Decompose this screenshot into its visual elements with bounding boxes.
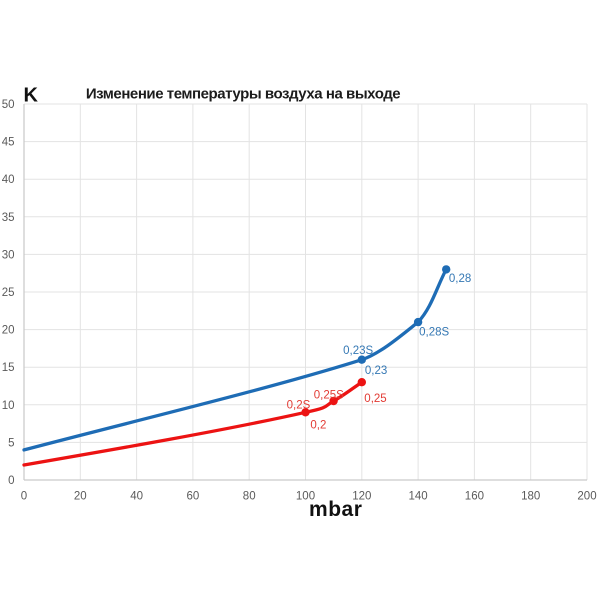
svg-text:K: K [24, 84, 39, 106]
svg-text:0,28S: 0,28S [419, 326, 449, 338]
svg-text:5: 5 [8, 437, 14, 449]
svg-text:15: 15 [2, 362, 15, 374]
svg-text:0,25: 0,25 [364, 393, 386, 405]
svg-text:10: 10 [2, 400, 15, 412]
svg-text:60: 60 [187, 491, 200, 503]
svg-text:0,2S: 0,2S [287, 400, 311, 412]
svg-text:0,28: 0,28 [449, 273, 471, 285]
svg-text:0,25S: 0,25S [314, 390, 344, 402]
svg-text:40: 40 [130, 491, 143, 503]
svg-text:120: 120 [352, 491, 371, 503]
svg-text:0,23: 0,23 [365, 365, 387, 377]
svg-text:45: 45 [2, 137, 15, 149]
svg-text:200: 200 [577, 491, 596, 503]
svg-text:25: 25 [2, 287, 15, 299]
svg-text:40: 40 [2, 174, 15, 186]
svg-text:0,2: 0,2 [310, 419, 326, 431]
svg-text:180: 180 [521, 491, 540, 503]
svg-text:140: 140 [409, 491, 428, 503]
svg-text:0: 0 [21, 491, 27, 503]
svg-text:35: 35 [2, 212, 15, 224]
svg-text:100: 100 [296, 491, 315, 503]
svg-text:Изменение температуры воздуха: Изменение температуры воздуха на выходе [86, 85, 400, 102]
svg-text:160: 160 [465, 491, 484, 503]
svg-text:20: 20 [2, 325, 15, 337]
svg-text:mbar: mbar [309, 498, 362, 521]
svg-text:0: 0 [8, 475, 14, 487]
svg-text:80: 80 [243, 491, 256, 503]
svg-text:30: 30 [2, 249, 15, 261]
svg-text:20: 20 [74, 491, 87, 503]
svg-text:0,23S: 0,23S [343, 345, 373, 357]
svg-text:50: 50 [2, 99, 15, 111]
